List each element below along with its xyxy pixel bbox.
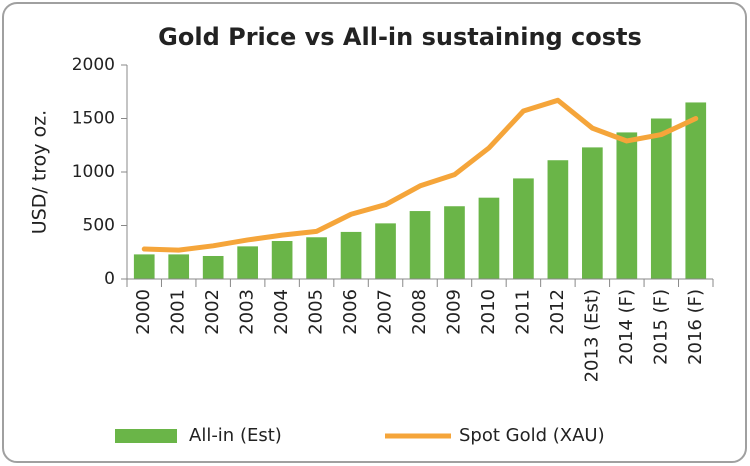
bar xyxy=(202,255,224,279)
x-tick-label: 2007 xyxy=(375,289,396,335)
bar xyxy=(478,197,500,279)
x-tick-label: 2014 (F) xyxy=(616,289,637,365)
y-axis-label: USD/ troy oz. xyxy=(29,110,51,234)
bar xyxy=(133,254,155,279)
bar xyxy=(271,241,293,279)
bar xyxy=(547,160,569,279)
y-tick-label: 1500 xyxy=(72,109,115,129)
x-tick-label: 2008 xyxy=(409,289,430,335)
bar xyxy=(409,211,431,279)
bar xyxy=(650,118,672,279)
x-tick-label: 2004 xyxy=(271,289,292,335)
bar xyxy=(616,132,638,279)
bar xyxy=(513,178,534,279)
bar xyxy=(444,206,465,279)
legend-label: Spot Gold (XAU) xyxy=(459,425,605,446)
x-tick-label: 2003 xyxy=(237,289,258,335)
bar xyxy=(685,102,707,279)
x-tick-label: 2011 xyxy=(512,289,533,335)
x-tick-label: 2001 xyxy=(168,289,189,335)
bar xyxy=(340,231,362,279)
bar xyxy=(582,147,603,279)
y-tick-label: 1000 xyxy=(72,162,115,182)
y-tick-label: 500 xyxy=(83,216,115,236)
chart-title: Gold Price vs All-in sustaining costs xyxy=(158,23,642,51)
bar xyxy=(306,237,327,279)
bar xyxy=(237,246,258,279)
x-tick-label: 2005 xyxy=(306,289,327,335)
y-tick-label: 0 xyxy=(104,269,115,289)
bar xyxy=(168,254,190,279)
bar xyxy=(375,223,396,279)
legend-label: All-in (Est) xyxy=(189,425,282,446)
x-tick-label: 2000 xyxy=(133,289,154,335)
x-tick-label: 2009 xyxy=(443,289,464,335)
x-tick-label: 2006 xyxy=(340,289,361,335)
x-tick-label: 2016 (F) xyxy=(685,289,706,365)
line xyxy=(141,97,699,253)
x-tick-label: 2002 xyxy=(202,289,223,335)
x-tick-label: 2013 (Est) xyxy=(581,289,602,382)
x-tick-label: 2015 (F) xyxy=(650,289,671,365)
x-tick-label: 2012 xyxy=(547,289,568,335)
x-tick-label: 2010 xyxy=(478,289,499,335)
legend-swatch xyxy=(115,429,177,443)
y-tick-label: 2000 xyxy=(72,55,115,75)
